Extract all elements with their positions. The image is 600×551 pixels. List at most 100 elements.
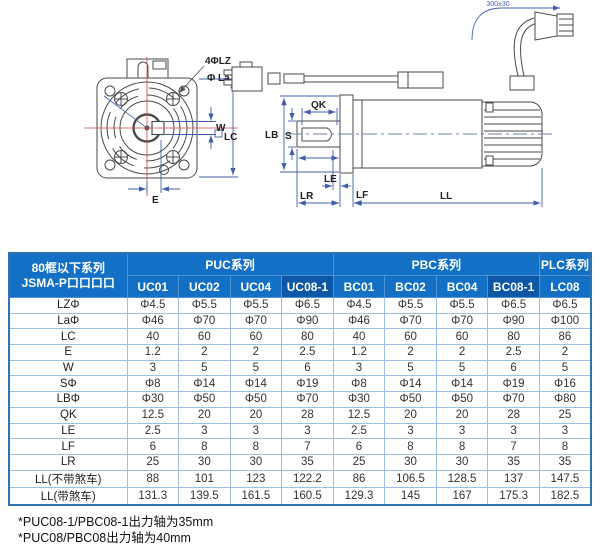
- cell-r2-c4: 40: [332, 328, 386, 346]
- cell-r5-c4: Φ8: [332, 375, 386, 393]
- row-label-5: SΦ: [8, 375, 128, 393]
- cell-r3-c3: 2.5: [281, 344, 334, 361]
- footnote-1: *PUC08-1/PBC08-1出力轴为35mm: [18, 515, 214, 529]
- row-label-11: LL(不带煞车): [8, 469, 128, 488]
- cell-r7-c7: 28: [487, 406, 540, 424]
- cell-r11-c7: 137: [487, 469, 540, 488]
- cell-r0-c3: Φ6.5: [281, 297, 334, 314]
- cell-r1-c2: Φ70: [229, 312, 283, 330]
- cell-r9-c5: 8: [384, 438, 437, 455]
- cell-r10-c4: 25: [332, 453, 386, 471]
- label-lf: LF: [356, 190, 368, 201]
- table-row: LaΦ Φ46 Φ70 Φ70 Φ90 Φ46 Φ70 Φ70 Φ90 Φ100: [8, 312, 592, 330]
- cell-r5-c1: Φ14: [178, 375, 231, 393]
- row-label-10: LR: [8, 453, 128, 471]
- cell-r1-c6: Φ70: [435, 312, 489, 330]
- row-label-6: LBΦ: [8, 391, 128, 408]
- col-header-BC04: BC04: [435, 275, 489, 298]
- table-row: LL(带煞车) 131.3 139.5 161.5 160.5 129.3 145 167 17…: [8, 486, 592, 506]
- corner-line-2: JSMA-P口口口口: [21, 275, 115, 290]
- cell-r0-c8: Φ6.5: [538, 297, 592, 314]
- cell-r11-c3: 122.2: [281, 469, 334, 488]
- side-view: [296, 11, 574, 174]
- front-dimensions: [128, 78, 238, 193]
- row-label-2: LC: [8, 328, 128, 346]
- cell-r10-c8: 35: [538, 453, 592, 471]
- table-corner-header: 80框以下系列 JSMA-P口口口口: [8, 252, 128, 298]
- row-label-0: LZΦ: [8, 297, 128, 314]
- table-row: QK 12.5 20 20 28 12.5 20 20 28 25: [8, 406, 592, 424]
- cell-r5-c0: Φ8: [126, 375, 180, 393]
- cell-r12-c2: 161.5: [229, 486, 283, 506]
- cell-r4-c5: 5: [384, 359, 437, 377]
- cell-r12-c3: 160.5: [281, 486, 334, 506]
- cell-r6-c3: Φ70: [281, 391, 334, 408]
- cell-r7-c1: 20: [178, 406, 231, 424]
- row-label-3: E: [8, 344, 128, 361]
- cell-r8-c6: 3: [435, 422, 489, 440]
- cell-r3-c7: 2.5: [487, 344, 540, 361]
- cell-r10-c6: 30: [435, 453, 489, 471]
- cell-r1-c0: Φ46: [126, 312, 180, 330]
- cell-r5-c3: Φ19: [281, 375, 334, 393]
- cell-r4-c6: 5: [435, 359, 489, 377]
- cell-r10-c3: 35: [281, 453, 334, 471]
- cell-r4-c7: 6: [487, 359, 540, 377]
- table-row: E 1.2 2 2 2.5 1.2 2 2 2.5 2: [8, 344, 592, 361]
- cell-r2-c7: 80: [487, 328, 540, 346]
- cell-r5-c7: Φ19: [487, 375, 540, 393]
- cell-r11-c4: 86: [332, 469, 386, 488]
- cell-r3-c5: 2: [384, 344, 437, 361]
- cell-r3-c6: 2: [435, 344, 489, 361]
- cell-r6-c7: Φ70: [487, 391, 540, 408]
- cell-r0-c1: Φ5.5: [178, 297, 231, 314]
- cell-r8-c5: 3: [384, 422, 437, 440]
- cell-r4-c2: 5: [229, 359, 283, 377]
- label-lb: LB: [265, 130, 278, 141]
- cell-r5-c5: Φ14: [384, 375, 437, 393]
- table-row: LR 25 30 30 35 25 30 30 35 35: [8, 453, 592, 471]
- cell-r2-c0: 40: [126, 328, 180, 346]
- spec-table: 80框以下系列 JSMA-P口口口口 PUC系列 PBC系列 PLC系列 UC01 UC02…: [8, 252, 592, 506]
- cell-r10-c0: 25: [126, 453, 180, 471]
- cell-r2-c6: 60: [435, 328, 489, 346]
- table-row: LL(不带煞车) 88 101 123 122.2 86 106.5 128.5 137 147.…: [8, 469, 592, 488]
- header-row-groups: 80框以下系列 JSMA-P口口口口 PUC系列 PBC系列 PLC系列: [8, 252, 592, 298]
- cell-r0-c2: Φ5.5: [229, 297, 283, 314]
- col-header-UC08-1: UC08-1: [281, 275, 334, 298]
- col-header-BC02: BC02: [384, 275, 437, 298]
- cell-r5-c6: Φ14: [435, 375, 489, 393]
- cell-r1-c4: Φ46: [332, 312, 386, 330]
- cell-r1-c1: Φ70: [178, 312, 231, 330]
- cell-r9-c0: 6: [126, 438, 180, 455]
- cell-r0-c7: Φ6.5: [487, 297, 540, 314]
- cell-r1-c3: Φ90: [281, 312, 334, 330]
- cell-r11-c1: 101: [178, 469, 231, 488]
- cell-r8-c8: 3: [538, 422, 592, 440]
- row-label-4: W: [8, 359, 128, 377]
- cell-r11-c8: 147.5: [538, 469, 592, 488]
- cell-r9-c7: 7: [487, 438, 540, 455]
- group-header-1: PUC系列: [126, 252, 334, 276]
- table-body: LZΦ Φ4.5 Φ5.5 Φ5.5 Φ6.5 Φ4.5 Φ5.5 Φ5.5 Φ6.5 Φ6.5 L…: [8, 297, 592, 506]
- cell-r12-c4: 129.3: [332, 486, 386, 506]
- cell-r9-c2: 8: [229, 438, 283, 455]
- cell-r3-c8: 2: [538, 344, 592, 361]
- cell-r11-c5: 106.5: [384, 469, 437, 488]
- bolt-hole-icon: [114, 92, 180, 164]
- cell-r10-c1: 30: [178, 453, 231, 471]
- header-row-models: UC01 UC02 UC04 UC08-1 BC01 BC02 BC04 BC08-1 LC08: [9, 275, 592, 298]
- motor-dimension-drawing: 4ΦLZ Φ La W LC E: [84, 1, 574, 207]
- cell-r12-c1: 139.5: [178, 486, 231, 506]
- label-w: W: [216, 123, 226, 134]
- cell-r0-c5: Φ5.5: [384, 297, 437, 314]
- row-label-1: LaΦ: [8, 312, 128, 330]
- table-row: LZΦ Φ4.5 Φ5.5 Φ5.5 Φ6.5 Φ4.5 Φ5.5 Φ5.5 Φ6.5 Φ6.5: [8, 297, 592, 314]
- cell-r12-c6: 167: [435, 486, 489, 506]
- cell-r4-c4: 3: [332, 359, 386, 377]
- centerlines: [84, 57, 238, 196]
- cell-r3-c1: 2: [178, 344, 231, 361]
- cell-r2-c5: 60: [384, 328, 437, 346]
- cell-r12-c5: 145: [384, 486, 437, 506]
- cell-r8-c2: 3: [229, 422, 283, 440]
